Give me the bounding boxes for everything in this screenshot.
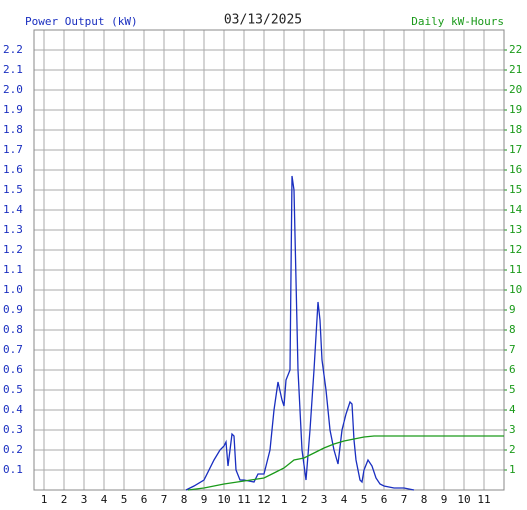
- y-tick-label: 1.7: [3, 143, 23, 156]
- x-tick-label: 11: [237, 493, 250, 506]
- y-tick-label: 0.3: [3, 423, 23, 436]
- x-tick-label: 6: [381, 493, 388, 506]
- x-tick-label: 2: [61, 493, 68, 506]
- y-tick-label: 1.2: [3, 243, 23, 256]
- x-tick-label: 2: [301, 493, 308, 506]
- y2-tick-label: 12: [509, 243, 522, 256]
- data-line: [185, 175, 415, 491]
- y-tick-label: 0.4: [3, 403, 23, 416]
- x-tick-label: 3: [81, 493, 88, 506]
- x-tick-label: 1: [281, 493, 288, 506]
- y2-tick-label: 22: [509, 43, 522, 56]
- y-tick-label: 0.5: [3, 383, 23, 396]
- y-tick-label: 0.1: [3, 463, 23, 476]
- y2-tick-label: 4: [509, 403, 516, 416]
- y2-tick-label: 6: [509, 363, 516, 376]
- x-tick-label: 7: [401, 493, 408, 506]
- y2-tick-label: 15: [509, 183, 522, 196]
- x-tick-label: 6: [141, 493, 148, 506]
- y2-tick-label: 5: [509, 383, 516, 396]
- x-tick-label: 4: [101, 493, 108, 506]
- x-tick-label: 8: [421, 493, 428, 506]
- y2-tick-label: 2: [509, 443, 516, 456]
- y-tick-label: 1.0: [3, 283, 23, 296]
- x-tick-label: 3: [321, 493, 328, 506]
- y-tick-label: 0.6: [3, 363, 23, 376]
- plot-border: [33, 29, 505, 491]
- y2-tick-label: 7: [509, 343, 516, 356]
- x-tick-label: 11: [477, 493, 490, 506]
- y-tick-label: 1.4: [3, 203, 23, 216]
- chart-title: 03/13/2025: [224, 13, 302, 28]
- y2-tick-label: 14: [509, 203, 523, 216]
- x-tick-label: 8: [181, 493, 188, 506]
- x-tick-label: 9: [441, 493, 448, 506]
- y-tick-label: 0.8: [3, 323, 23, 336]
- data-line: [187, 435, 504, 491]
- y-tick-label: 0.2: [3, 443, 23, 456]
- y-axis-label: Power Output (kW): [25, 15, 138, 28]
- x-tick-label: 12: [257, 493, 270, 506]
- y-tick-label: 2.2: [3, 43, 23, 56]
- y2-tick-label: 20: [509, 83, 522, 96]
- y-tick-label: 1.6: [3, 163, 23, 176]
- y2-axis-label: Daily kW-Hours: [411, 15, 504, 28]
- y-tick-label: 0.9: [3, 303, 23, 316]
- y2-tick-label: 18: [509, 123, 522, 136]
- x-tick-label: 4: [341, 493, 348, 506]
- y-tick-label: 1.5: [3, 183, 23, 196]
- y-tick-label: 2.1: [3, 63, 23, 76]
- y2-tick-label: 16: [509, 163, 522, 176]
- y-tick-label: 1.1: [3, 263, 23, 276]
- x-tick-label: 9: [201, 493, 208, 506]
- y-tick-label: 1.8: [3, 123, 23, 136]
- y2-tick-label: 10: [509, 283, 522, 296]
- y-tick-label: 2.0: [3, 83, 23, 96]
- y2-tick-label: 17: [509, 143, 522, 156]
- y2-tick-label: 1: [509, 463, 516, 476]
- x-tick-label: 7: [161, 493, 168, 506]
- x-tick-label: 1: [41, 493, 48, 506]
- x-tick-label: 10: [217, 493, 230, 506]
- y-tick-label: 0.7: [3, 343, 23, 356]
- y2-tick-label: 19: [509, 103, 522, 116]
- x-tick-label: 10: [457, 493, 470, 506]
- y2-tick-label: 9: [509, 303, 516, 316]
- y-tick-label: 1.9: [3, 103, 23, 116]
- y2-tick-label: 3: [509, 423, 516, 436]
- y2-tick-label: 13: [509, 223, 522, 236]
- y2-tick-label: 11: [509, 263, 522, 276]
- y2-tick-label: 21: [509, 63, 522, 76]
- x-tick-label: 5: [121, 493, 128, 506]
- y2-tick-label: 8: [509, 323, 516, 336]
- x-tick-label: 5: [361, 493, 368, 506]
- y-tick-label: 1.3: [3, 223, 23, 236]
